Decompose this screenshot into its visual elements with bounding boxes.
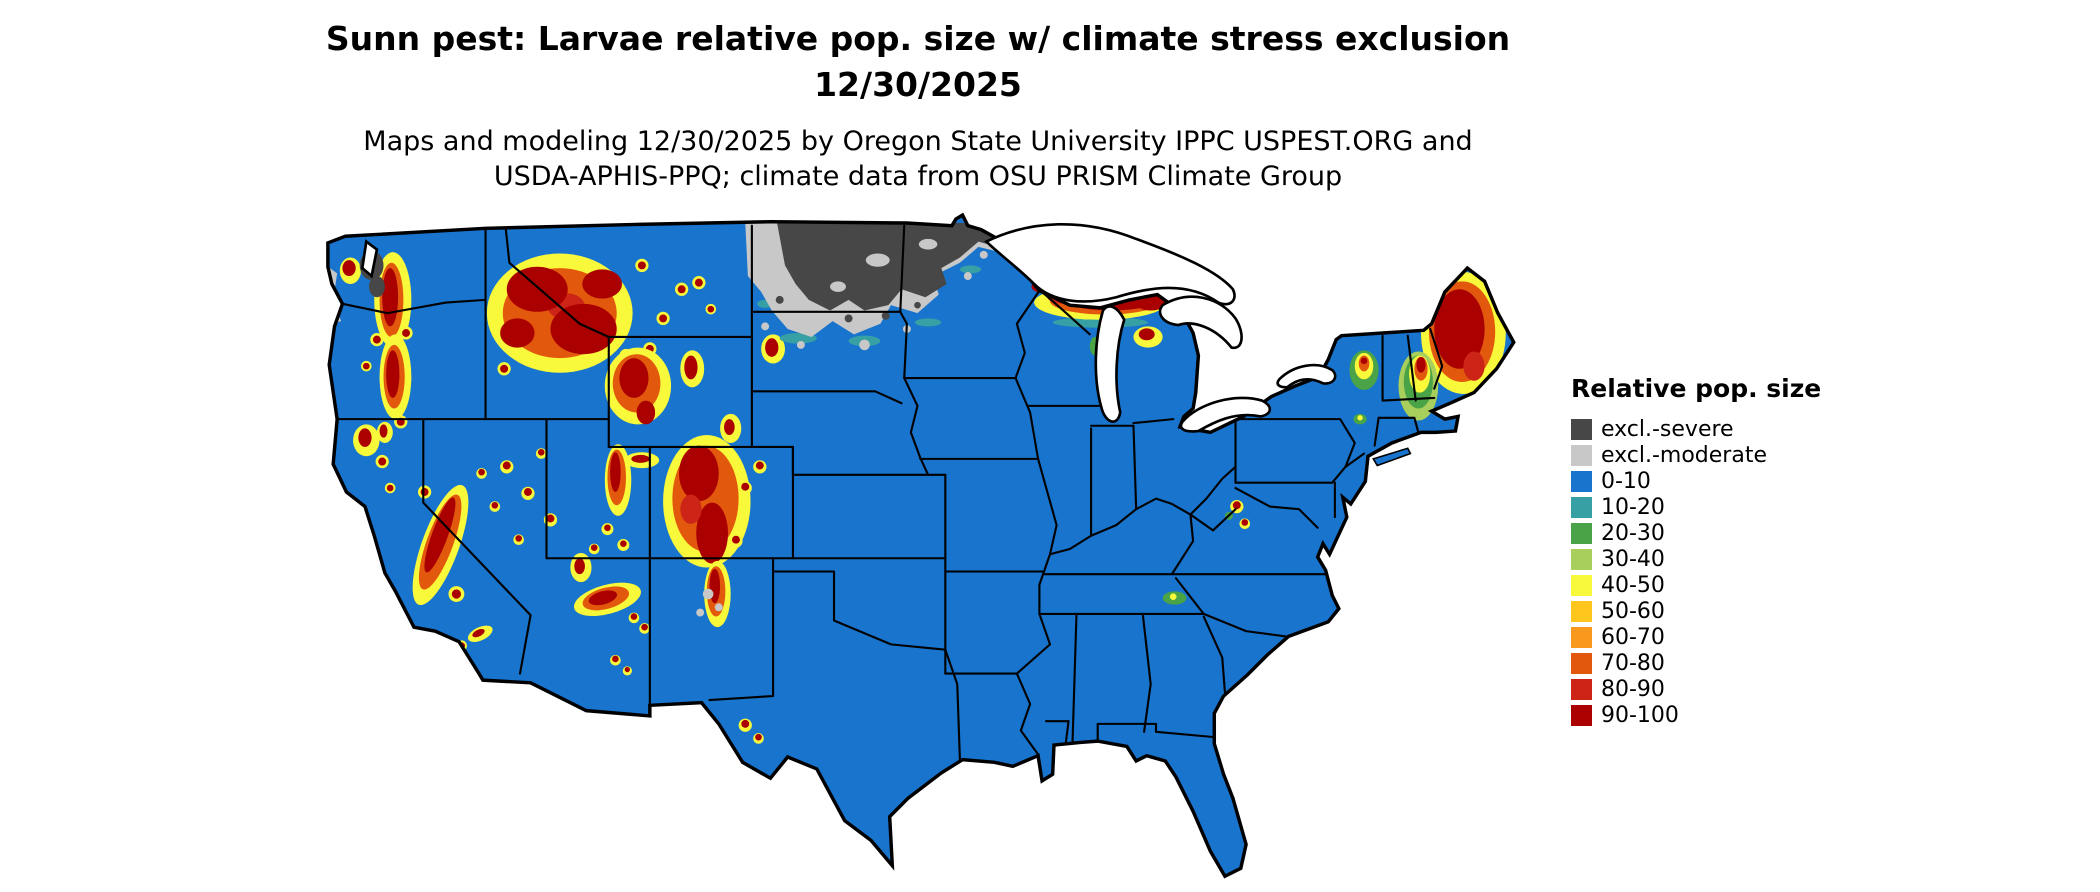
legend-item-label: 10-20	[1601, 494, 1665, 520]
climate-exclusion-layer	[327, 223, 1035, 617]
legend-item: 30-40	[1571, 546, 1821, 572]
map-subtitle: Maps and modeling 12/30/2025 by Oregon S…	[0, 124, 1836, 194]
legend-item-label: 80-90	[1601, 676, 1665, 702]
legend-swatch	[1571, 548, 1592, 570]
legend-swatch	[1571, 704, 1592, 726]
legend-swatch	[1571, 678, 1592, 700]
us-map	[326, 213, 1516, 878]
us-map-container	[308, 206, 1527, 884]
legend-item: 20-30	[1571, 520, 1821, 546]
legend-item-label: 60-70	[1601, 624, 1665, 650]
legend-item-label: excl.-severe	[1601, 416, 1734, 442]
legend-item: 40-50	[1571, 572, 1821, 598]
legend-item-label: 50-60	[1601, 598, 1665, 624]
legend-item: 90-100	[1571, 702, 1821, 728]
state-borders-layer	[336, 224, 1444, 761]
legend-item-label: 40-50	[1601, 572, 1665, 598]
lake-ontario	[1276, 363, 1337, 389]
legend-item: excl.-moderate	[1571, 442, 1821, 468]
legend-item: 70-80	[1571, 650, 1821, 676]
map-subtitle-line2: USDA-APHIS-PPQ; climate data from OSU PR…	[493, 161, 1343, 192]
lake-michigan	[1094, 305, 1126, 423]
legend-item-label: 20-30	[1601, 520, 1665, 546]
legend-item: excl.-severe	[1571, 416, 1821, 442]
legend-item-label: 30-40	[1601, 546, 1665, 572]
legend-swatch	[1571, 522, 1592, 544]
lake-erie	[1179, 396, 1272, 433]
header: Sunn pest: Larvae relative pop. size w/ …	[0, 16, 1836, 194]
great-lakes-layer	[984, 222, 1337, 433]
map-subtitle-line1: Maps and modeling 12/30/2025 by Oregon S…	[363, 126, 1473, 157]
legend-swatch	[1571, 444, 1592, 466]
map-title-line1: Sunn pest: Larvae relative pop. size w/ …	[325, 19, 1511, 58]
legend-swatch	[1571, 652, 1592, 674]
legend: Relative pop. size excl.-severe excl.-mo…	[1571, 374, 1821, 728]
puget-sound	[360, 239, 379, 279]
legend-swatch	[1571, 600, 1592, 622]
map-title-line2: 12/30/2025	[814, 65, 1022, 104]
legend-swatch	[1571, 470, 1592, 492]
legend-title: Relative pop. size	[1571, 374, 1822, 403]
legend-item-label: 0-10	[1601, 468, 1651, 494]
legend-item: 80-90	[1571, 676, 1821, 702]
legend-item: 50-60	[1571, 598, 1821, 624]
legend-item-label: excl.-moderate	[1601, 442, 1767, 468]
lake-huron	[1158, 295, 1243, 350]
legend-item: 0-10	[1571, 468, 1821, 494]
legend-swatch	[1571, 418, 1592, 440]
legend-item: 10-20	[1571, 494, 1821, 520]
legend-swatch	[1571, 626, 1592, 648]
legend-item-label: 70-80	[1601, 650, 1665, 676]
legend-item-label: 90-100	[1601, 702, 1679, 728]
legend-swatch	[1571, 574, 1592, 596]
legend-swatch	[1571, 496, 1592, 518]
legend-item: 60-70	[1571, 624, 1821, 650]
long-island	[1372, 447, 1412, 467]
